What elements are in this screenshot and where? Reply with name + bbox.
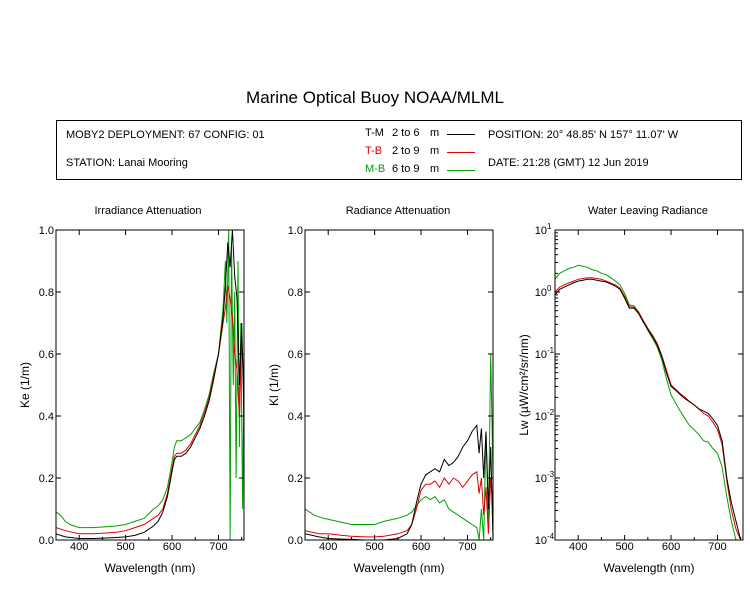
y-tick-exponent-water-leaving: -3 bbox=[547, 470, 555, 479]
x-tick-label-water-leaving: 400 bbox=[569, 541, 587, 553]
x-axis-label-irradiance: Wavelength (nm) bbox=[105, 561, 196, 575]
y-tick-label-irradiance: 0.2 bbox=[39, 473, 54, 485]
legend-range-mb: 6 to 9 bbox=[392, 163, 420, 175]
x-tick-label-water-leaving: 700 bbox=[708, 541, 726, 553]
x-tick-label-water-leaving: 600 bbox=[662, 541, 680, 553]
plot-frame-water-leaving bbox=[554, 229, 744, 541]
series-line-radiance-t-b bbox=[305, 470, 493, 538]
y-tick-label-irradiance: 0.8 bbox=[39, 287, 54, 299]
chart-title-water-leaving: Water Leaving Radiance bbox=[587, 205, 709, 217]
y-tick-exponent-water-leaving: 0 bbox=[547, 284, 552, 293]
y-tick-label-irradiance: 1.0 bbox=[39, 225, 54, 237]
x-tick-label-irradiance: 700 bbox=[209, 541, 227, 553]
x-tick-label-irradiance: 400 bbox=[70, 541, 88, 553]
series-line-water-leaving-t-m bbox=[555, 278, 742, 540]
series-line-radiance-m-b bbox=[305, 353, 493, 540]
legend-code-tb: T-B bbox=[365, 145, 383, 157]
y-tick-label-irradiance: 0.6 bbox=[39, 349, 54, 361]
y-tick-label-radiance: 1.0 bbox=[288, 225, 303, 237]
y-tick-exponent-water-leaving: -1 bbox=[547, 346, 555, 355]
y-tick-label-water-leaving: 10 bbox=[535, 225, 547, 237]
page-title: Marine Optical Buoy NOAA/MLML bbox=[246, 88, 504, 107]
legend-line-tm bbox=[447, 134, 475, 135]
info-box: MOBY2 DEPLOYMENT: 67 CONFIG: 01 STATION:… bbox=[56, 120, 742, 180]
y-tick-label-irradiance: 0.0 bbox=[39, 535, 54, 547]
series-line-water-leaving-m-b bbox=[555, 264, 741, 540]
x-tick-label-radiance: 400 bbox=[319, 541, 337, 553]
x-tick-label-radiance: 700 bbox=[458, 541, 476, 553]
chart-title-irradiance: Irradiance Attenuation bbox=[94, 205, 202, 217]
x-tick-label-radiance: 500 bbox=[365, 541, 383, 553]
series-line-irradiance-t-m bbox=[56, 230, 244, 539]
y-tick-label-water-leaving: 10 bbox=[535, 349, 547, 361]
legend-code-tm: T-M bbox=[365, 127, 384, 139]
legend-range-tm: 2 to 6 bbox=[392, 127, 420, 139]
y-tick-label-water-leaving: 10 bbox=[535, 411, 547, 423]
legend-code-mb: M-B bbox=[365, 163, 386, 175]
legend-unit-tb: m bbox=[430, 145, 440, 157]
legend-unit-tm: m bbox=[430, 127, 440, 139]
series-line-radiance-t-m bbox=[305, 423, 493, 540]
station-text: STATION: Lanai Mooring bbox=[66, 157, 188, 169]
x-tick-label-irradiance: 600 bbox=[163, 541, 181, 553]
x-axis-label-water-leaving: Wavelength (nm) bbox=[604, 561, 695, 575]
x-tick-label-radiance: 600 bbox=[412, 541, 430, 553]
x-axis-label-radiance: Wavelength (nm) bbox=[354, 561, 445, 575]
y-tick-label-radiance: 0.2 bbox=[288, 473, 303, 485]
y-tick-label-water-leaving: 10 bbox=[535, 473, 547, 485]
x-tick-label-irradiance: 500 bbox=[116, 541, 134, 553]
y-tick-label-water-leaving: 10 bbox=[535, 287, 547, 299]
legend-range-tb: 2 to 9 bbox=[392, 145, 420, 157]
y-tick-exponent-water-leaving: -4 bbox=[547, 532, 555, 541]
y-tick-exponent-water-leaving: -2 bbox=[547, 408, 555, 417]
y-tick-exponent-water-leaving: 1 bbox=[547, 222, 552, 231]
y-tick-label-radiance: 0.6 bbox=[288, 349, 303, 361]
series-line-water-leaving-t-b bbox=[555, 277, 742, 540]
y-tick-label-radiance: 0.8 bbox=[288, 287, 303, 299]
legend-line-tb bbox=[447, 152, 475, 153]
y-axis-label-radiance: Kl (1/m) bbox=[267, 364, 281, 406]
plot-frame-irradiance bbox=[55, 229, 245, 541]
y-tick-label-radiance: 0.0 bbox=[288, 535, 303, 547]
x-tick-label-water-leaving: 500 bbox=[615, 541, 633, 553]
y-tick-label-water-leaving: 10 bbox=[535, 535, 547, 547]
series-line-irradiance-m-b bbox=[56, 230, 244, 540]
y-axis-label-irradiance: Ke (1/m) bbox=[18, 362, 32, 408]
date-text: DATE: 21:28 (GMT) 12 Jun 2019 bbox=[488, 157, 649, 169]
series-line-irradiance-t-b bbox=[56, 285, 244, 535]
y-axis-label-water-leaving: Lw (µW/cm²/sr/nm) bbox=[517, 334, 531, 436]
deployment-text: MOBY2 DEPLOYMENT: 67 CONFIG: 01 bbox=[66, 129, 265, 141]
y-tick-label-radiance: 0.4 bbox=[288, 411, 303, 423]
chart-title-radiance: Radiance Attenuation bbox=[345, 205, 451, 217]
y-tick-label-irradiance: 0.4 bbox=[39, 411, 54, 423]
legend-unit-mb: m bbox=[430, 163, 440, 175]
legend-line-mb bbox=[447, 170, 475, 171]
position-text: POSITION: 20° 48.85' N 157° 11.07' W bbox=[488, 129, 679, 141]
plot-frame-radiance bbox=[304, 229, 494, 541]
